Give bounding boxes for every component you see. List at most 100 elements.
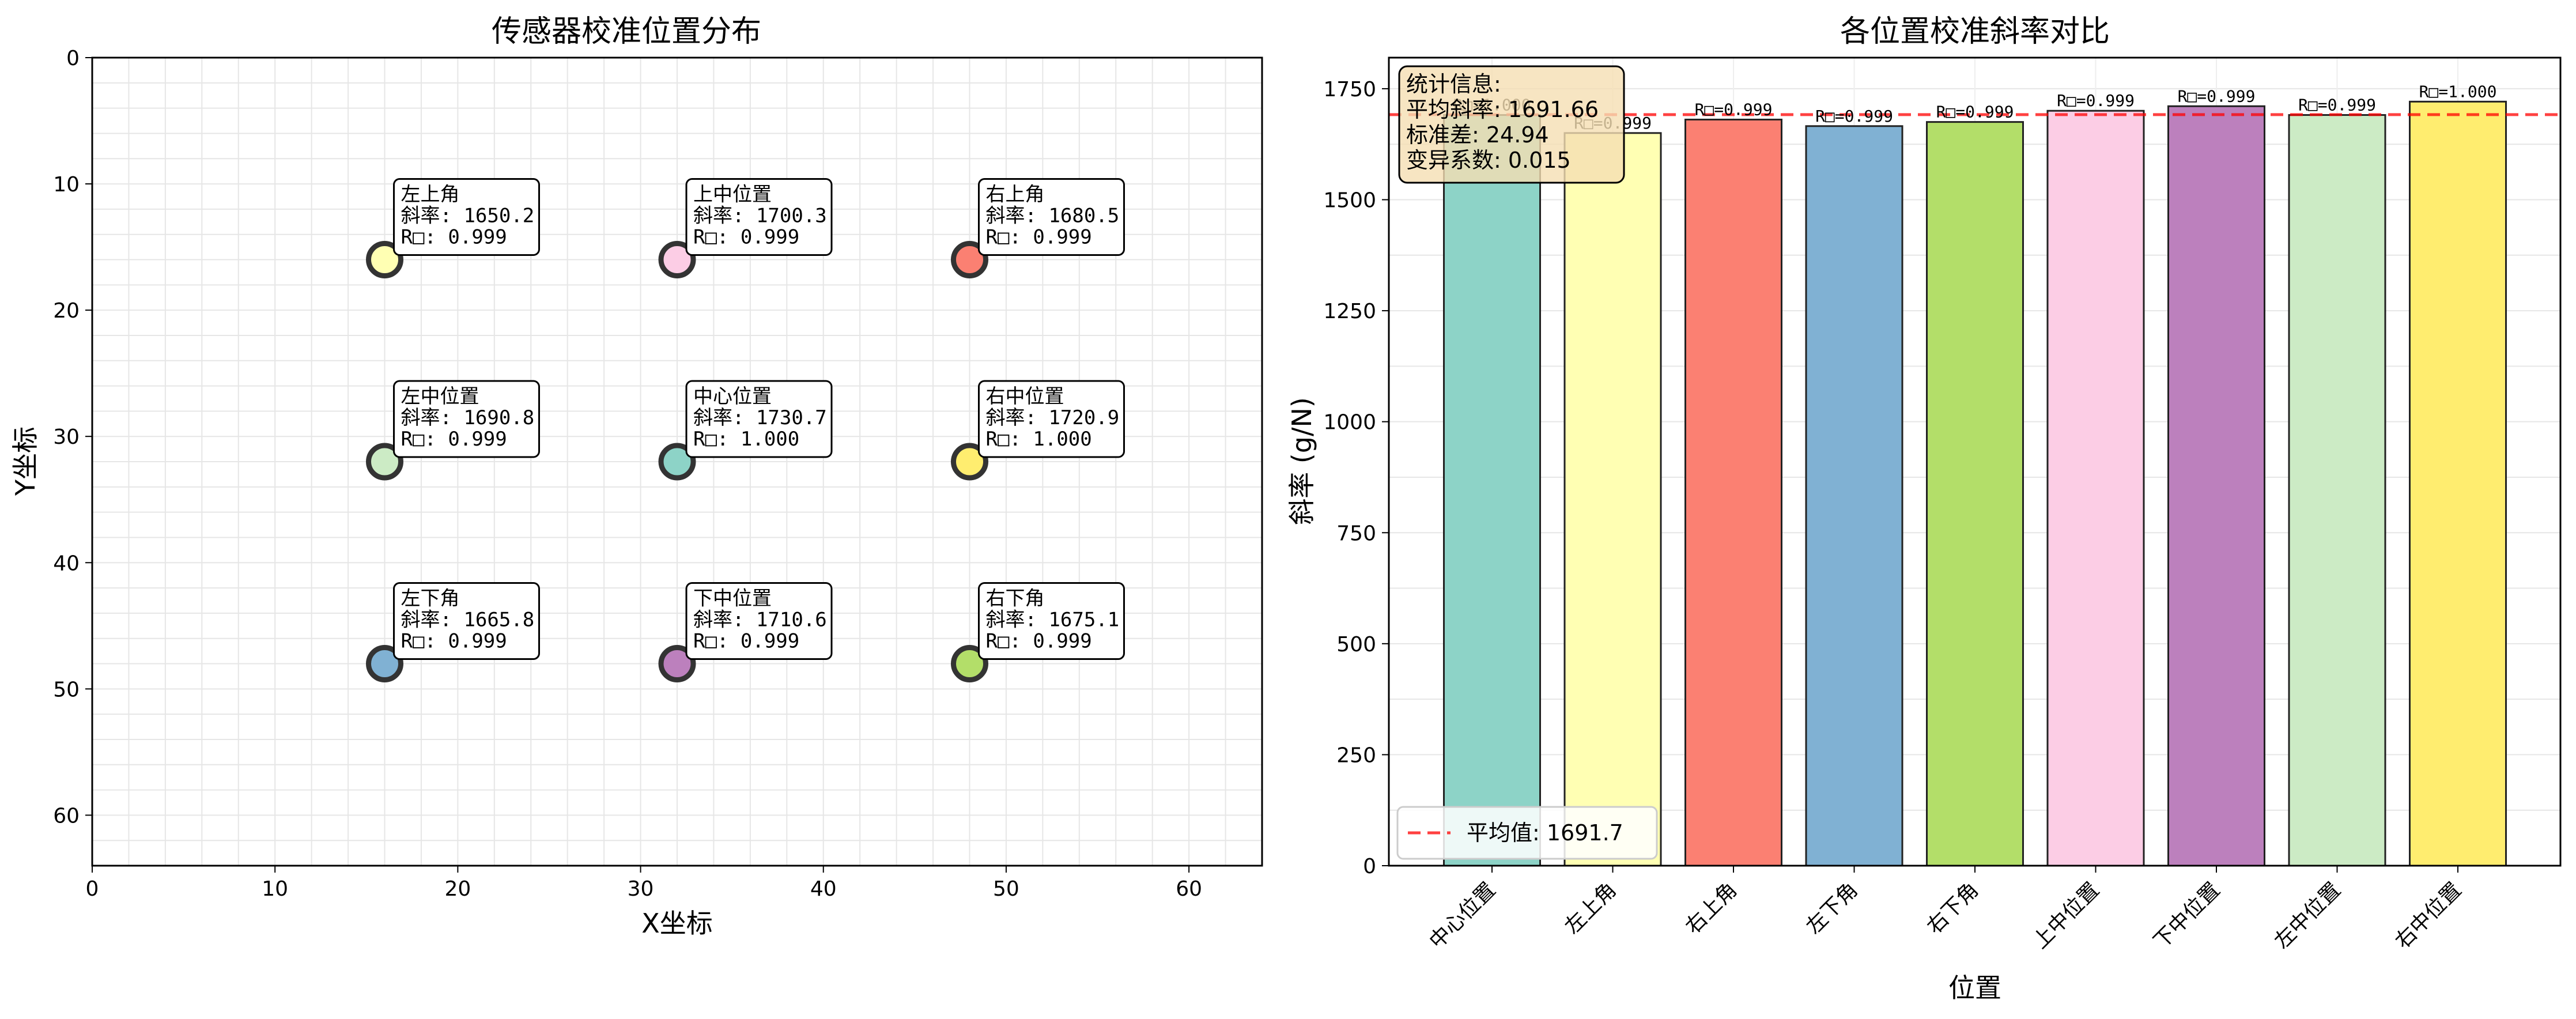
scatter-point — [658, 241, 696, 278]
point-annotation-line: 斜率: 1690.8 — [401, 406, 535, 429]
bar-r2-label: R□=1.000 — [2419, 82, 2497, 101]
bar-y-ticks: 0 250 500 750 1000 1250 1500 1750 — [1323, 78, 1389, 878]
legend: 平均值: 1691.7 — [1396, 806, 1658, 860]
scatter-point — [658, 645, 696, 682]
bar — [1563, 132, 1662, 867]
scatter-point — [951, 645, 988, 682]
scatter-x-tick-label: 20 — [444, 877, 471, 901]
scatter-point — [366, 443, 403, 481]
point-annotation-box — [393, 380, 540, 458]
legend-mean-line-label: 平均值: 1691.7 — [1467, 820, 1623, 846]
scatter-point — [951, 241, 988, 278]
scatter-y-tick-label: 30 — [53, 425, 80, 449]
point-annotation-line: 斜率: 1720.9 — [986, 406, 1120, 429]
scatter-x-tick-label: 10 — [262, 877, 288, 901]
scatter-y-tick-label: 50 — [53, 678, 80, 701]
point-annotation-line: 斜率: 1665.8 — [401, 609, 535, 632]
bar-r2-label: R□=0.999 — [2178, 86, 2256, 105]
point-annotation-box — [978, 380, 1125, 458]
point-annotation-box — [978, 178, 1125, 256]
point-annotation-box — [393, 178, 540, 256]
point-annotation-line: 斜率: 1680.5 — [986, 205, 1120, 228]
point-annotation-line: 中心位置 — [693, 385, 772, 408]
point-annotation-line: 右中位置 — [986, 385, 1064, 408]
scatter-point — [366, 645, 403, 682]
scatter-y-ticks: 0 10 20 30 40 50 60 — [53, 47, 92, 828]
bar-y-tick-label: 500 — [1336, 633, 1376, 656]
point-annotation-line: R□: 0.999 — [401, 226, 507, 249]
bar-y-tick-label: 0 — [1363, 855, 1376, 878]
bar — [2167, 105, 2265, 867]
bar-y-tick-label: 1750 — [1323, 78, 1376, 101]
point-annotation-line: 右下角 — [986, 587, 1045, 610]
point-annotation-line: 左下角 — [401, 587, 460, 610]
point-annotation-line: 下中位置 — [693, 587, 772, 610]
bar-r2-label: R□=0.999 — [1815, 107, 1893, 126]
scatter-x-tick-label: 60 — [1176, 877, 1202, 901]
stats-box-line: 平均斜率: 1691.66 — [1406, 97, 1599, 122]
bar — [1926, 121, 2024, 867]
bar-y-tick-label: 1500 — [1323, 189, 1376, 213]
bar — [1684, 118, 1782, 867]
point-annotation-line: 右上角 — [986, 183, 1045, 206]
bars — [1443, 100, 2507, 867]
point-annotation-line: R□: 0.999 — [693, 226, 799, 249]
point-annotation-line: 上中位置 — [693, 183, 772, 206]
bar-r2-label: R□=0.999 — [2057, 91, 2135, 110]
scatter-x-tick-label: 50 — [993, 877, 1019, 901]
scatter-y-axis-label: Y坐标 — [10, 427, 41, 496]
bar-r2-label: R□=0.999 — [2298, 96, 2376, 115]
point-annotation-box — [685, 380, 833, 458]
scatter-y-tick-label: 20 — [53, 299, 80, 323]
point-annotation-line: 斜率: 1700.3 — [693, 205, 827, 228]
point-annotation-line: R□: 0.999 — [986, 226, 1092, 249]
bar-y-tick-label: 750 — [1336, 522, 1376, 545]
scatter-points — [366, 241, 988, 682]
point-annotation-line: R□: 1.000 — [693, 428, 799, 451]
point-annotation-box — [978, 582, 1125, 660]
point-annotation-line: R□: 0.999 — [693, 630, 799, 653]
point-annotation-line: R□: 1.000 — [986, 428, 1092, 451]
stats-box-line: 变异系数: 0.015 — [1406, 148, 1571, 173]
scatter-point — [658, 443, 696, 481]
scatter-y-tick-label: 40 — [53, 552, 80, 575]
scatter-plot-frame — [91, 56, 1263, 867]
scatter-x-tick-label: 0 — [86, 877, 99, 901]
bar — [1805, 125, 1903, 867]
scatter-x-tick-label: 30 — [628, 877, 654, 901]
scatter-y-tick-label: 0 — [66, 47, 80, 70]
bar-r2-label: R□=0.999 — [1695, 100, 1773, 119]
point-annotation-box — [393, 582, 540, 660]
scatter-x-tick-label: 40 — [810, 877, 837, 901]
bar-y-tick-label: 1250 — [1323, 300, 1376, 323]
bar-y-tick-label: 250 — [1336, 744, 1376, 767]
bar — [2046, 110, 2145, 867]
scatter-y-tick-label: 60 — [53, 804, 80, 828]
bar — [1443, 114, 1541, 867]
stats-box-background — [1398, 65, 1625, 184]
point-annotation-line: 左上角 — [401, 183, 460, 206]
legend-frame — [1396, 806, 1658, 860]
scatter-x-axis-label: X坐标 — [641, 908, 713, 939]
point-annotation-line: R□: 0.999 — [401, 428, 507, 451]
bar-y-axis-label: 斜率 (g/N) — [1286, 397, 1317, 525]
point-annotation-box — [685, 582, 833, 660]
point-annotation-line: 斜率: 1675.1 — [986, 609, 1120, 632]
point-annotation-line: 斜率: 1650.2 — [401, 205, 535, 228]
bar — [2288, 114, 2386, 867]
point-annotation-line: R□: 0.999 — [986, 630, 1092, 653]
point-annotation-line: 斜率: 1710.6 — [693, 609, 827, 632]
bar-x-axis-label: 位置 — [1948, 972, 2001, 1003]
bar-y-tick-label: 1000 — [1323, 411, 1376, 435]
scatter-point — [951, 443, 988, 481]
bar-r2-label: R□=0.999 — [1936, 103, 2014, 122]
bar-chart-title: 各位置校准斜率对比 — [1840, 14, 2110, 49]
stats-box-line: 统计信息: — [1406, 71, 1501, 97]
scatter-x-ticks: 0 10 20 30 40 50 60 — [86, 866, 1202, 901]
point-annotation-box — [685, 178, 833, 256]
